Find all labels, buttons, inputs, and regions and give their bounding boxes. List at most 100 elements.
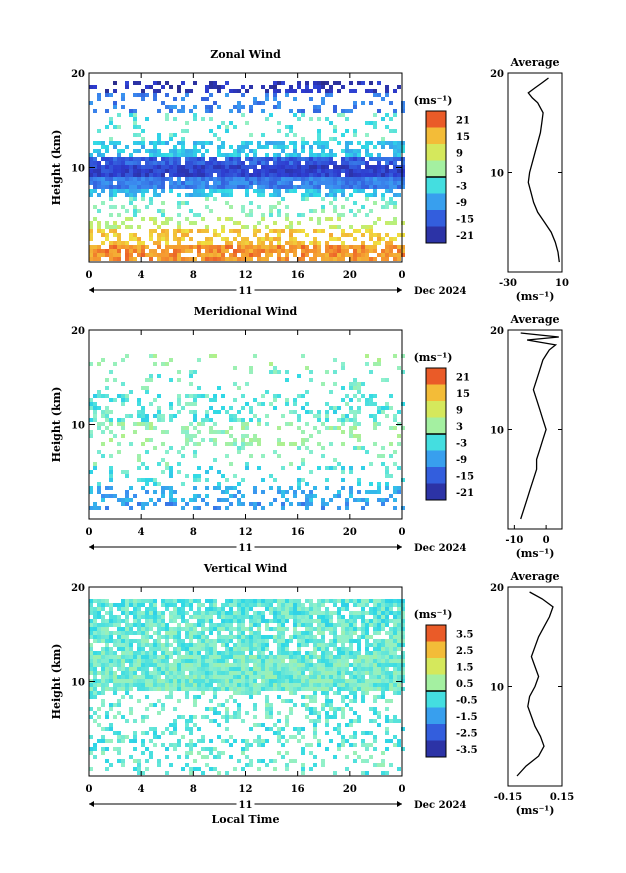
heatmap-cell (333, 707, 337, 711)
heatmap-cell (177, 663, 181, 667)
heatmap-cell (241, 767, 245, 771)
heatmap-cell (273, 105, 277, 109)
heatmap-cell (89, 611, 93, 615)
heatmap-cell (329, 177, 333, 181)
heatmap-cell (321, 169, 325, 173)
heatmap-cell (237, 153, 241, 157)
heatmap-cell (113, 169, 117, 173)
heatmap-cell (213, 603, 217, 607)
heatmap-cell (373, 607, 377, 611)
heatmap-cell (357, 257, 361, 261)
heatmap-cell (317, 145, 321, 149)
heatmap-cell (133, 165, 137, 169)
heatmap-cell (385, 406, 389, 410)
heatmap-cell (93, 611, 97, 615)
heatmap-cell (329, 217, 333, 221)
heatmap-cell (233, 655, 237, 659)
heatmap-cell (193, 157, 197, 161)
heatmap-cell (169, 257, 173, 261)
heatmap-cell (229, 735, 233, 739)
heatmap-cell (145, 687, 149, 691)
heatmap-cell (397, 623, 401, 627)
heatmap-cell (365, 663, 369, 667)
heatmap-cell (317, 193, 321, 197)
y-tick-label: 10 (71, 678, 85, 689)
heatmap-cell (117, 631, 121, 635)
heatmap-cell (141, 169, 145, 173)
heatmap-cell (345, 623, 349, 627)
heatmap-cell (185, 193, 189, 197)
heatmap-cell (153, 651, 157, 655)
heatmap-cell (273, 450, 277, 454)
heatmap-cell (121, 695, 125, 699)
colorbar-tick-label: -15 (456, 214, 474, 225)
heatmap-cell (173, 169, 177, 173)
heatmap-cell (377, 711, 381, 715)
heatmap-cell (137, 502, 141, 506)
heatmap-cell (201, 422, 205, 426)
heatmap-cell (233, 671, 237, 675)
heatmap-cell (341, 161, 345, 165)
heatmap-cell (157, 81, 161, 85)
heatmap-cell (325, 695, 329, 699)
heatmap-cell (393, 663, 397, 667)
heatmap-cell (225, 603, 229, 607)
heatmap-cell (369, 607, 373, 611)
heatmap-cell (93, 607, 97, 611)
heatmap-cell (273, 189, 277, 193)
heatmap-cell (193, 165, 197, 169)
heatmap-cell (357, 390, 361, 394)
heatmap-cell (385, 402, 389, 406)
heatmap-cell (209, 675, 213, 679)
heatmap-cell (89, 486, 93, 490)
heatmap-cell (253, 173, 257, 177)
heatmap-cell (241, 93, 245, 97)
heatmap-cell (241, 165, 245, 169)
heatmap-cell (161, 603, 165, 607)
heatmap-cell (357, 406, 361, 410)
heatmap-cell (221, 173, 225, 177)
heatmap-cell (189, 177, 193, 181)
heatmap-cell (269, 157, 273, 161)
heatmap-cell (129, 603, 133, 607)
heatmap-cell (377, 715, 381, 719)
heatmap-cell (381, 169, 385, 173)
heatmap-cell (309, 655, 313, 659)
heatmap-cell (381, 771, 385, 775)
heatmap-cell (281, 173, 285, 177)
heatmap-cell (385, 631, 389, 635)
heatmap-cell (381, 643, 385, 647)
heatmap-cell (129, 173, 133, 177)
heatmap-cell (125, 659, 129, 663)
heatmap-cell (185, 177, 189, 181)
heatmap-cell (365, 691, 369, 695)
heatmap-cell (157, 635, 161, 639)
heatmap-cell (353, 169, 357, 173)
heatmap-cell (141, 173, 145, 177)
heatmap-cell (397, 442, 401, 446)
heatmap-cell (125, 181, 129, 185)
heatmap-cell (285, 169, 289, 173)
heatmap-cell (233, 253, 237, 257)
heatmap-cell (225, 619, 229, 623)
heatmap-cell (205, 165, 209, 169)
heatmap-cell (157, 394, 161, 398)
heatmap-cell (233, 679, 237, 683)
heatmap-cell (229, 89, 233, 93)
heatmap-cell (373, 747, 377, 751)
heatmap-cell (125, 647, 129, 651)
chart-title: Vertical Wind (203, 562, 288, 575)
heatmap-cell (101, 414, 105, 418)
heatmap-cell (101, 607, 105, 611)
heatmap-cell (197, 149, 201, 153)
heatmap-cell (277, 651, 281, 655)
heatmap-cell (269, 249, 273, 253)
heatmap-cell (329, 426, 333, 430)
heatmap-cell (317, 683, 321, 687)
heatmap-cell (349, 671, 353, 675)
heatmap-cell (153, 181, 157, 185)
heatmap-cell (337, 490, 341, 494)
heatmap-cell (197, 659, 201, 663)
heatmap-cell (241, 426, 245, 430)
heatmap-cell (169, 173, 173, 177)
